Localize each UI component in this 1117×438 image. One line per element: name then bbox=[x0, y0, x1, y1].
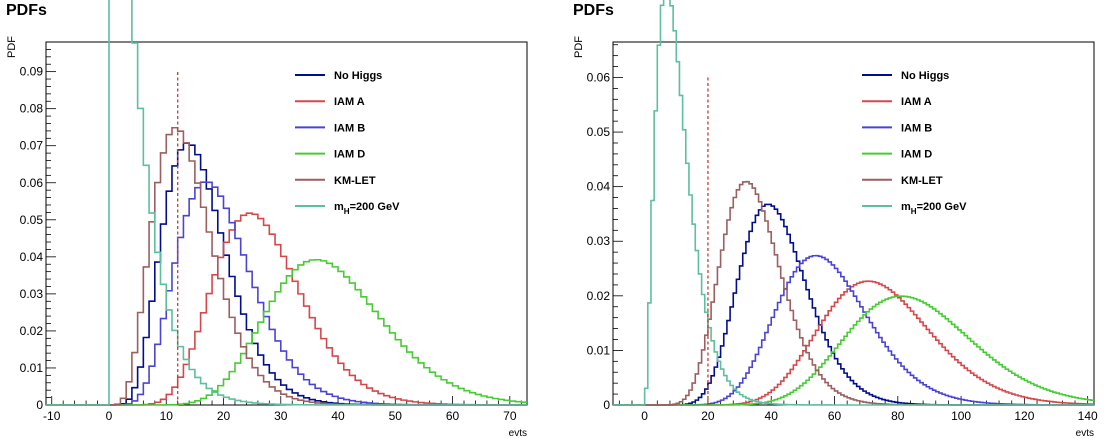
x-tick-label: 70 bbox=[503, 409, 517, 423]
series-line-0 bbox=[46, 142, 527, 406]
legend-label-0: No Higgs bbox=[901, 70, 949, 82]
y-tick-label: 0.04 bbox=[587, 180, 611, 194]
y-axis-label: PDF bbox=[6, 36, 18, 58]
y-tick-label: 0.04 bbox=[20, 250, 44, 264]
y-tick-label: 0 bbox=[36, 398, 43, 412]
x-tick-label: 30 bbox=[274, 409, 288, 423]
x-tick-label: -10 bbox=[43, 409, 61, 423]
y-tick-label: 0.01 bbox=[20, 361, 44, 375]
y-tick-label: 0.03 bbox=[587, 234, 611, 248]
legend-label-5: mH=200 GeV bbox=[901, 201, 967, 216]
x-tick-label: 60 bbox=[828, 409, 842, 423]
series-line-1 bbox=[46, 212, 527, 406]
y-tick-label: 0.06 bbox=[587, 70, 611, 84]
y-tick-label: 0 bbox=[603, 398, 610, 412]
legend-label-4: KM-LET bbox=[901, 175, 943, 187]
chart-title: PDFs bbox=[6, 2, 47, 19]
x-tick-label: 40 bbox=[331, 409, 345, 423]
y-tick-label: 0.09 bbox=[20, 65, 44, 79]
x-tick-label: 0 bbox=[641, 409, 648, 423]
x-tick-label: 10 bbox=[160, 409, 174, 423]
y-tick-label: 0.01 bbox=[587, 343, 611, 357]
y-tick-label: 0.02 bbox=[587, 289, 611, 303]
legend-label-0: No Higgs bbox=[334, 70, 382, 82]
series-line-0 bbox=[613, 203, 1094, 406]
x-tick-label: 100 bbox=[951, 409, 971, 423]
chart-svg-right: PDF evts 0 20 40 60 80 100 120 140 0 0.01 0.02 0.03 0.… bbox=[573, 0, 1098, 438]
y-axis-label: PDF bbox=[573, 36, 585, 58]
y-tick-label: 0.02 bbox=[20, 324, 44, 338]
legend-label-5: mH=200 GeV bbox=[334, 201, 400, 216]
legend-label-2: IAM B bbox=[901, 122, 932, 134]
legend-label-1: IAM A bbox=[334, 96, 365, 108]
chart-panel-left: PDFs PDF evts -10 0 10 20 30 40 50 60 70 0 0.01 0.02 0… bbox=[0, 0, 540, 438]
series-line-2 bbox=[46, 181, 527, 406]
y-tick-label: 0.05 bbox=[587, 125, 611, 139]
x-axis-label: evts bbox=[1076, 428, 1094, 438]
y-tick-label: 0.05 bbox=[20, 213, 44, 227]
series-line-3 bbox=[46, 258, 527, 406]
x-tick-label: 20 bbox=[701, 409, 715, 423]
x-tick-label: 140 bbox=[1078, 409, 1098, 423]
y-tick-label: 0.03 bbox=[20, 287, 44, 301]
x-tick-label: 0 bbox=[106, 409, 113, 423]
x-tick-label: 20 bbox=[217, 409, 231, 423]
chart-title: PDFs bbox=[573, 2, 614, 19]
x-tick-label: 60 bbox=[446, 409, 460, 423]
x-tick-label: 50 bbox=[389, 409, 403, 423]
y-tick-label: 0.06 bbox=[20, 176, 44, 190]
series-line-5 bbox=[46, 0, 527, 406]
series-line-3 bbox=[613, 295, 1094, 406]
x-tick-label: 120 bbox=[1014, 409, 1034, 423]
legend-label-4: KM-LET bbox=[334, 175, 376, 187]
x-tick-label: 80 bbox=[891, 409, 905, 423]
y-tick-label: 0.07 bbox=[20, 139, 44, 153]
chart-panel-right: PDFs PDF evts 0 20 40 60 80 100 120 140 0 0.01 0.02 0… bbox=[567, 0, 1107, 438]
x-axis-label: evts bbox=[509, 428, 527, 438]
legend-label-3: IAM D bbox=[334, 149, 365, 161]
legend-label-3: IAM D bbox=[901, 149, 932, 161]
x-tick-label: 40 bbox=[765, 409, 779, 423]
y-tick-label: 0.08 bbox=[20, 102, 44, 116]
series-line-5 bbox=[613, 0, 1094, 406]
legend-label-1: IAM A bbox=[901, 96, 932, 108]
legend-label-2: IAM B bbox=[334, 122, 365, 134]
plot-frame bbox=[612, 41, 1095, 406]
series-line-1 bbox=[613, 280, 1094, 406]
